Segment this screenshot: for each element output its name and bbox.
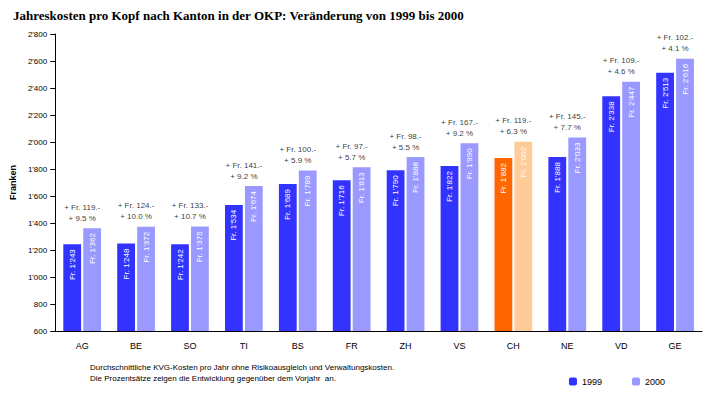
svg-text:+ Fr. 124.-: + Fr. 124.- bbox=[118, 201, 155, 210]
svg-text:+ 4.1 %: + 4.1 % bbox=[661, 44, 688, 53]
svg-text:Fr. 1'789: Fr. 1'789 bbox=[303, 175, 312, 206]
svg-text:2'200: 2'200 bbox=[28, 111, 48, 120]
svg-text:AG: AG bbox=[76, 341, 89, 351]
svg-text:+ 5.7 %: + 5.7 % bbox=[338, 153, 365, 162]
svg-text:FR: FR bbox=[346, 341, 358, 351]
svg-text:+ Fr. 167.-: + Fr. 167.- bbox=[441, 118, 478, 127]
svg-text:+ 4.6 %: + 4.6 % bbox=[607, 67, 634, 76]
svg-text:Fr. 1'888: Fr. 1'888 bbox=[411, 162, 420, 193]
svg-text:1'800: 1'800 bbox=[28, 165, 48, 174]
svg-text:ZH: ZH bbox=[400, 341, 412, 351]
svg-text:Die Prozentsätze zeigen die En: Die Prozentsätze zeigen die Entwicklung … bbox=[90, 374, 336, 383]
svg-text:Fr. 1'534: Fr. 1'534 bbox=[229, 209, 238, 240]
svg-text:600: 600 bbox=[34, 327, 48, 336]
svg-text:1999: 1999 bbox=[582, 377, 602, 387]
svg-text:+ 9.2 %: + 9.2 % bbox=[230, 172, 257, 181]
svg-text:Fr. 1'990: Fr. 1'990 bbox=[465, 148, 474, 179]
svg-text:+ 9.5 %: + 9.5 % bbox=[68, 214, 95, 223]
svg-text:NE: NE bbox=[561, 341, 574, 351]
svg-text:Franken: Franken bbox=[8, 165, 18, 200]
svg-text:+ Fr. 119.-: + Fr. 119.- bbox=[495, 116, 531, 125]
svg-text:Fr. 2'338: Fr. 2'338 bbox=[607, 101, 616, 132]
svg-text:Fr. 1'242: Fr. 1'242 bbox=[176, 249, 185, 280]
svg-text:+ 5.9 %: + 5.9 % bbox=[284, 156, 311, 165]
svg-text:+ 6.3 %: + 6.3 % bbox=[500, 127, 527, 136]
svg-text:+ Fr. 145.-: + Fr. 145.- bbox=[549, 112, 586, 121]
svg-text:CH: CH bbox=[507, 341, 520, 351]
svg-text:2'400: 2'400 bbox=[28, 84, 48, 93]
svg-text:TI: TI bbox=[240, 341, 248, 351]
svg-text:GE: GE bbox=[669, 341, 682, 351]
svg-text:+ Fr. 119.-: + Fr. 119.- bbox=[64, 203, 100, 212]
svg-text:+ 5.5 %: + 5.5 % bbox=[392, 143, 419, 152]
svg-text:Fr. 1'813: Fr. 1'813 bbox=[357, 172, 366, 203]
svg-text:+ 7.7 %: + 7.7 % bbox=[554, 123, 581, 132]
svg-text:Fr. 1'362: Fr. 1'362 bbox=[88, 233, 97, 264]
svg-text:VD: VD bbox=[615, 341, 628, 351]
svg-text:1'200: 1'200 bbox=[28, 246, 48, 255]
svg-text:+ Fr. 98.-: + Fr. 98.- bbox=[389, 132, 422, 141]
svg-text:Fr. 1'888: Fr. 1'888 bbox=[553, 162, 562, 193]
svg-text:800: 800 bbox=[34, 300, 48, 309]
svg-text:2'800: 2'800 bbox=[28, 30, 48, 39]
svg-text:2000: 2000 bbox=[645, 377, 665, 387]
svg-text:Fr. 2'513: Fr. 2'513 bbox=[661, 77, 670, 108]
svg-text:Fr. 1'248: Fr. 1'248 bbox=[122, 248, 131, 279]
svg-text:Durchschnittliche KVG-Kosten p: Durchschnittliche KVG-Kosten pro Jahr oh… bbox=[90, 363, 394, 372]
svg-text:Fr. 2'447: Fr. 2'447 bbox=[627, 86, 636, 117]
svg-text:Fr. 2'616: Fr. 2'616 bbox=[681, 63, 690, 94]
svg-text:Fr. 1'882: Fr. 1'882 bbox=[499, 162, 508, 193]
svg-text:BE: BE bbox=[130, 341, 142, 351]
svg-text:Fr. 1'372: Fr. 1'372 bbox=[142, 231, 151, 262]
svg-text:+ Fr. 133.-: + Fr. 133.- bbox=[172, 201, 209, 210]
svg-text:Fr. 1'689: Fr. 1'689 bbox=[283, 188, 292, 219]
svg-text:+ Fr. 109.-: + Fr. 109.- bbox=[603, 56, 640, 65]
svg-text:2'000: 2'000 bbox=[28, 138, 48, 147]
svg-text:SO: SO bbox=[183, 341, 196, 351]
svg-text:2'600: 2'600 bbox=[28, 57, 48, 66]
svg-text:BS: BS bbox=[292, 341, 304, 351]
svg-text:Fr. 1'243: Fr. 1'243 bbox=[68, 249, 77, 280]
svg-text:Fr. 1'375: Fr. 1'375 bbox=[195, 231, 204, 262]
svg-text:+ Fr. 141.-: + Fr. 141.- bbox=[226, 161, 263, 170]
svg-text:Fr. 2'033: Fr. 2'033 bbox=[573, 142, 582, 173]
svg-text:1'600: 1'600 bbox=[28, 192, 48, 201]
svg-text:VS: VS bbox=[453, 341, 465, 351]
svg-text:+ 10.0 %: + 10.0 % bbox=[120, 212, 152, 221]
svg-text:1'400: 1'400 bbox=[28, 219, 48, 228]
svg-text:+ Fr. 102.-: + Fr. 102.- bbox=[657, 33, 694, 42]
svg-text:+ Fr. 97.-: + Fr. 97.- bbox=[336, 142, 369, 151]
svg-text:1'000: 1'000 bbox=[28, 273, 48, 282]
svg-text:+ 10.7 %: + 10.7 % bbox=[174, 212, 206, 221]
svg-text:Fr. 1'790: Fr. 1'790 bbox=[391, 175, 400, 206]
svg-text:+ 9.2 %: + 9.2 % bbox=[446, 129, 473, 138]
svg-text:+ Fr. 100.-: + Fr. 100.- bbox=[279, 145, 316, 154]
svg-text:Fr. 1'716: Fr. 1'716 bbox=[337, 185, 346, 216]
svg-text:Fr. 1'822: Fr. 1'822 bbox=[445, 170, 454, 201]
svg-text:Fr. 1'674: Fr. 1'674 bbox=[249, 190, 258, 221]
svg-text:Fr. 2'002: Fr. 2'002 bbox=[519, 146, 528, 177]
svg-text:Jahreskosten pro Kopf nach Kan: Jahreskosten pro Kopf nach Kanton in der… bbox=[13, 8, 464, 23]
